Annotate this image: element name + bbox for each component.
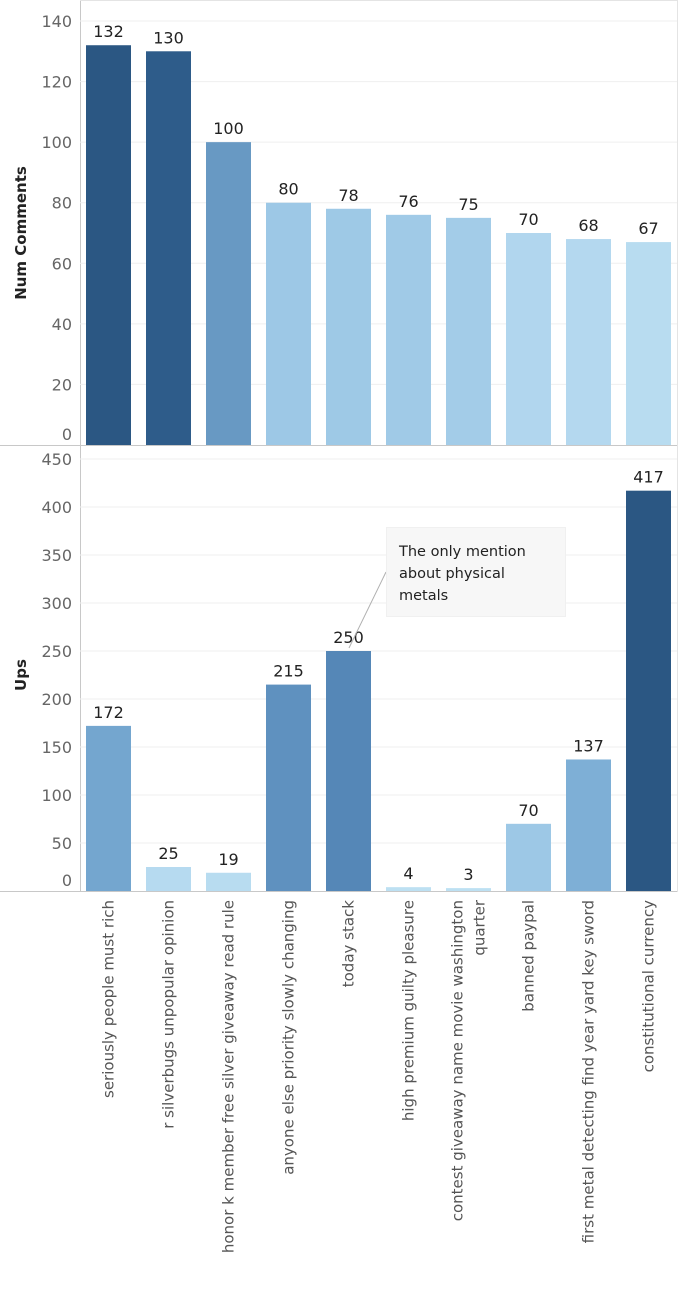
data-label: 80 (278, 180, 298, 199)
bar (326, 651, 371, 891)
x-category-label: constitutional currency (640, 900, 658, 1073)
data-label: 172 (93, 703, 124, 722)
bar (506, 824, 551, 891)
data-label: 78 (338, 186, 358, 205)
y-tick-label: 300 (41, 594, 72, 613)
bar (446, 218, 491, 445)
data-label: 137 (573, 736, 604, 755)
y-tick-label: 50 (52, 834, 72, 853)
y-tick-label: 100 (41, 786, 72, 805)
bar (386, 215, 431, 445)
data-label: 70 (518, 210, 538, 229)
x-category-label: r silverbugs unpopular opinion (160, 900, 178, 1129)
data-label: 70 (518, 801, 538, 820)
x-category-label: contest giveaway name movie washington (449, 900, 467, 1221)
y-tick-label: 100 (41, 133, 72, 152)
bar (266, 685, 311, 891)
data-label: 250 (333, 628, 364, 647)
x-category-label: seriously people must rich (100, 900, 118, 1098)
bar (206, 873, 251, 891)
data-label: 68 (578, 216, 598, 235)
annotation-line: metals (399, 585, 553, 607)
bar (326, 209, 371, 445)
y-tick-label: 400 (41, 498, 72, 517)
bar (86, 45, 131, 445)
x-category-label: honor k member free silver giveaway read… (220, 900, 238, 1253)
y-tick-label: 120 (41, 73, 72, 92)
y-axis-title: Num Comments (12, 166, 30, 300)
bar (506, 233, 551, 445)
y-tick-label: 80 (52, 194, 72, 213)
bar (446, 888, 491, 891)
bar (566, 239, 611, 445)
y-tick-label: 0 (62, 425, 72, 444)
y-axis-title: Ups (12, 659, 30, 691)
y-tick-label: 20 (52, 375, 72, 394)
data-label: 76 (398, 192, 418, 211)
data-label: 67 (638, 219, 658, 238)
data-label: 19 (218, 850, 238, 869)
bar (86, 726, 131, 891)
bar (566, 759, 611, 891)
annotation-line: The only mention (399, 541, 553, 563)
bar (206, 142, 251, 445)
data-label: 25 (158, 844, 178, 863)
bar (266, 203, 311, 445)
x-category-label: quarter (471, 899, 489, 955)
annotation-box: The only mention about physical metals (386, 527, 566, 617)
y-tick-label: 140 (41, 12, 72, 31)
data-label: 132 (93, 22, 124, 41)
bar (146, 51, 191, 445)
y-tick-label: 60 (52, 254, 72, 273)
y-tick-label: 150 (41, 738, 72, 757)
y-tick-label: 450 (41, 450, 72, 469)
x-category-label: today stack (340, 900, 358, 988)
bar (626, 242, 671, 445)
data-label: 130 (153, 28, 184, 47)
annotation-line: about physical (399, 563, 553, 585)
x-category-label: high premium guilty pleasure (400, 900, 418, 1121)
data-label: 100 (213, 119, 244, 138)
y-tick-label: 200 (41, 690, 72, 709)
data-label: 417 (633, 468, 664, 487)
annotation-leader-line (349, 572, 386, 648)
bar (146, 867, 191, 891)
data-label: 4 (403, 864, 413, 883)
x-category-label: first metal detecting find year yard key… (580, 900, 598, 1243)
y-tick-label: 250 (41, 642, 72, 661)
x-category-label: banned paypal (520, 900, 538, 1012)
data-label: 75 (458, 195, 478, 214)
y-tick-label: 40 (52, 315, 72, 334)
bar (626, 491, 671, 891)
data-label: 215 (273, 662, 304, 681)
x-category-label: anyone else priority slowly changing (280, 900, 298, 1175)
y-tick-label: 0 (62, 871, 72, 890)
data-label: 3 (463, 865, 473, 884)
bar (386, 887, 431, 891)
y-tick-label: 350 (41, 546, 72, 565)
